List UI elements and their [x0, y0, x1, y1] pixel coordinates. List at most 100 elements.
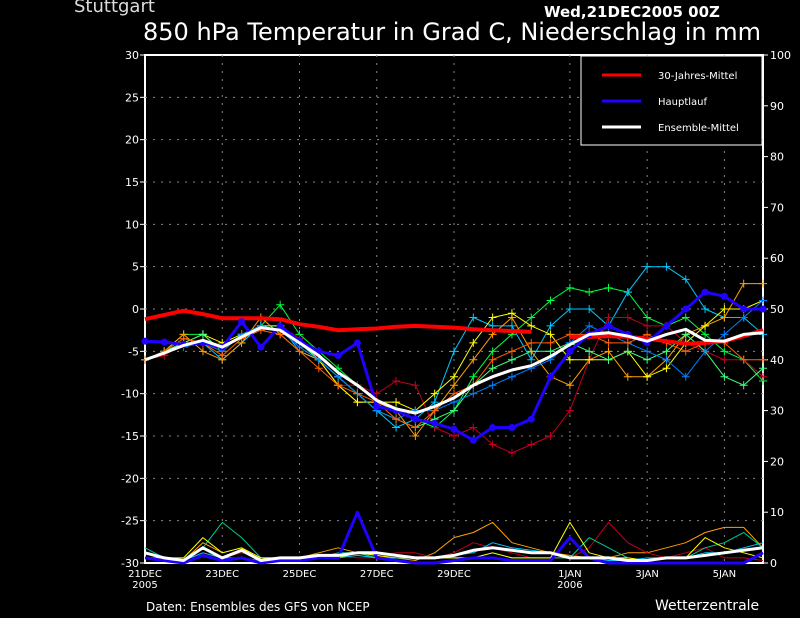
temp-member-line-point [450, 432, 458, 440]
temp-member-line-point [488, 364, 497, 373]
temp-member-line-point [681, 275, 690, 284]
temp-member-line-point [565, 406, 574, 415]
temp-main-run-line-point [547, 373, 555, 381]
temp-member-line-point [411, 381, 420, 390]
y-right-tick-label: 0 [770, 557, 777, 570]
temp-member-line-point [507, 448, 516, 457]
x-tick-label: 27DEC [360, 569, 394, 580]
temp-member-line-point [701, 347, 710, 356]
temp-member-line-point [643, 372, 652, 381]
temp-member-line-point [701, 305, 710, 313]
temp-member-line-point [450, 347, 458, 356]
y-left-tick-label: -20 [121, 472, 139, 485]
temp-main-run-line-point [353, 339, 361, 347]
temp-member-line-point [314, 364, 323, 373]
y-right-tick-label: 50 [770, 303, 784, 316]
temp-member-line-point [411, 423, 420, 432]
temp-member-line-point [198, 347, 207, 356]
y-right-tick-label: 40 [770, 354, 784, 367]
temp-member-line-point [681, 372, 690, 381]
temp-member-line-point [604, 347, 613, 356]
temp-main-run-line-point [701, 288, 709, 296]
temp-member-line-point [507, 321, 516, 330]
legend-label: Ensemble-Mittel [658, 123, 739, 134]
y-left-tick-label: 0 [132, 303, 139, 316]
temp-member-line-point [604, 283, 613, 292]
temp-main-run-line-point [740, 305, 748, 313]
footer-source: Daten: Ensembles des GFS von NCEP [146, 600, 370, 614]
y-right-tick-label: 80 [770, 151, 784, 164]
x-tick-label: 21DEC [128, 569, 162, 580]
temp-member-line-point [527, 347, 536, 356]
temp-member-line-point [585, 321, 594, 330]
temp-member-line-point [469, 389, 478, 398]
temp-member-line-point [334, 381, 343, 390]
temp-member-line-point [527, 355, 536, 364]
temp-main-run-line-point [141, 337, 149, 345]
temp-member-line-point [739, 355, 748, 364]
temp-member-line-point [450, 381, 458, 390]
temp-member-line-point [623, 347, 632, 356]
temp-main-run-line-point [238, 318, 246, 326]
temp-member-line-point [527, 338, 536, 347]
temp-member-line-point [392, 415, 401, 424]
temp-member-line-point [488, 381, 497, 390]
temp-member-line-point [623, 313, 632, 322]
temp-member-line-point [623, 338, 632, 347]
y-left-tick-label: 25 [125, 91, 139, 104]
x-tick-label: 23DEC [205, 569, 239, 580]
temp-member-line-point [546, 338, 555, 347]
y-left-tick-label: -25 [121, 515, 139, 528]
temp-member-line-point [353, 398, 362, 407]
y-left-tick-label: -10 [121, 388, 139, 401]
x-tick-label-year: 2005 [132, 580, 157, 591]
x-tick-label: 1JAN [558, 569, 581, 580]
temp-main-run-line-point [160, 338, 168, 346]
temp-member-line-point [739, 279, 748, 288]
temp-member-line-point [488, 313, 497, 322]
temp-member-line-point [527, 440, 536, 449]
temp-member-line-point [643, 347, 652, 356]
temp-member-line-point [527, 321, 536, 330]
temp-member-line-point [546, 321, 555, 330]
temp-member-line-point [565, 381, 574, 390]
temp-member-line-point [759, 355, 767, 364]
y-right-tick-label: 100 [770, 49, 791, 62]
temp-member-line-point [392, 398, 401, 407]
temp-member-line-point [527, 313, 536, 322]
y-right-tick-label: 90 [770, 100, 784, 113]
temp-member-line-point [507, 309, 516, 318]
temp-member-line-point [759, 296, 767, 305]
temp-mean-line [144, 326, 764, 415]
temp-member-line-point [546, 330, 555, 339]
temp-member-line-point [392, 376, 401, 385]
temp-member-line-point [643, 355, 652, 364]
temp-member-line-point [681, 313, 690, 322]
x-tick-label: 5JAN [713, 569, 736, 580]
temp-member-line-point [565, 330, 574, 339]
temp-member-line-point [430, 389, 439, 398]
temp-member-line-point [720, 330, 729, 339]
temp-main-run-line-point [489, 424, 497, 432]
temp-member-line-point [276, 300, 285, 309]
temp-main-run-line-point [469, 436, 477, 444]
temp-main-run-line-point [334, 352, 342, 360]
y-right-tick-label: 20 [770, 455, 784, 468]
temp-member-line-point [450, 372, 458, 381]
temp-member-line-point [759, 364, 767, 373]
temp-main-run-line-point [508, 424, 516, 432]
y-right-tick-label: 10 [770, 506, 784, 519]
temp-member-line-point [565, 305, 574, 313]
temp-member-line-point [681, 347, 690, 356]
temp-member-line-point [701, 330, 710, 339]
chart-title: 850 hPa Temperatur in Grad C, Niederschl… [143, 18, 762, 46]
temp-member-line-point [488, 440, 497, 449]
temp-main-run-line-point [662, 322, 670, 330]
y-left-tick-label: -15 [121, 430, 139, 443]
legend-box [580, 55, 763, 146]
footer-brand: Wetterzentrale [655, 598, 760, 614]
temp-member-line-point [507, 347, 516, 356]
temp-member-line-point [488, 347, 497, 356]
temp-member-line-point [198, 330, 207, 339]
